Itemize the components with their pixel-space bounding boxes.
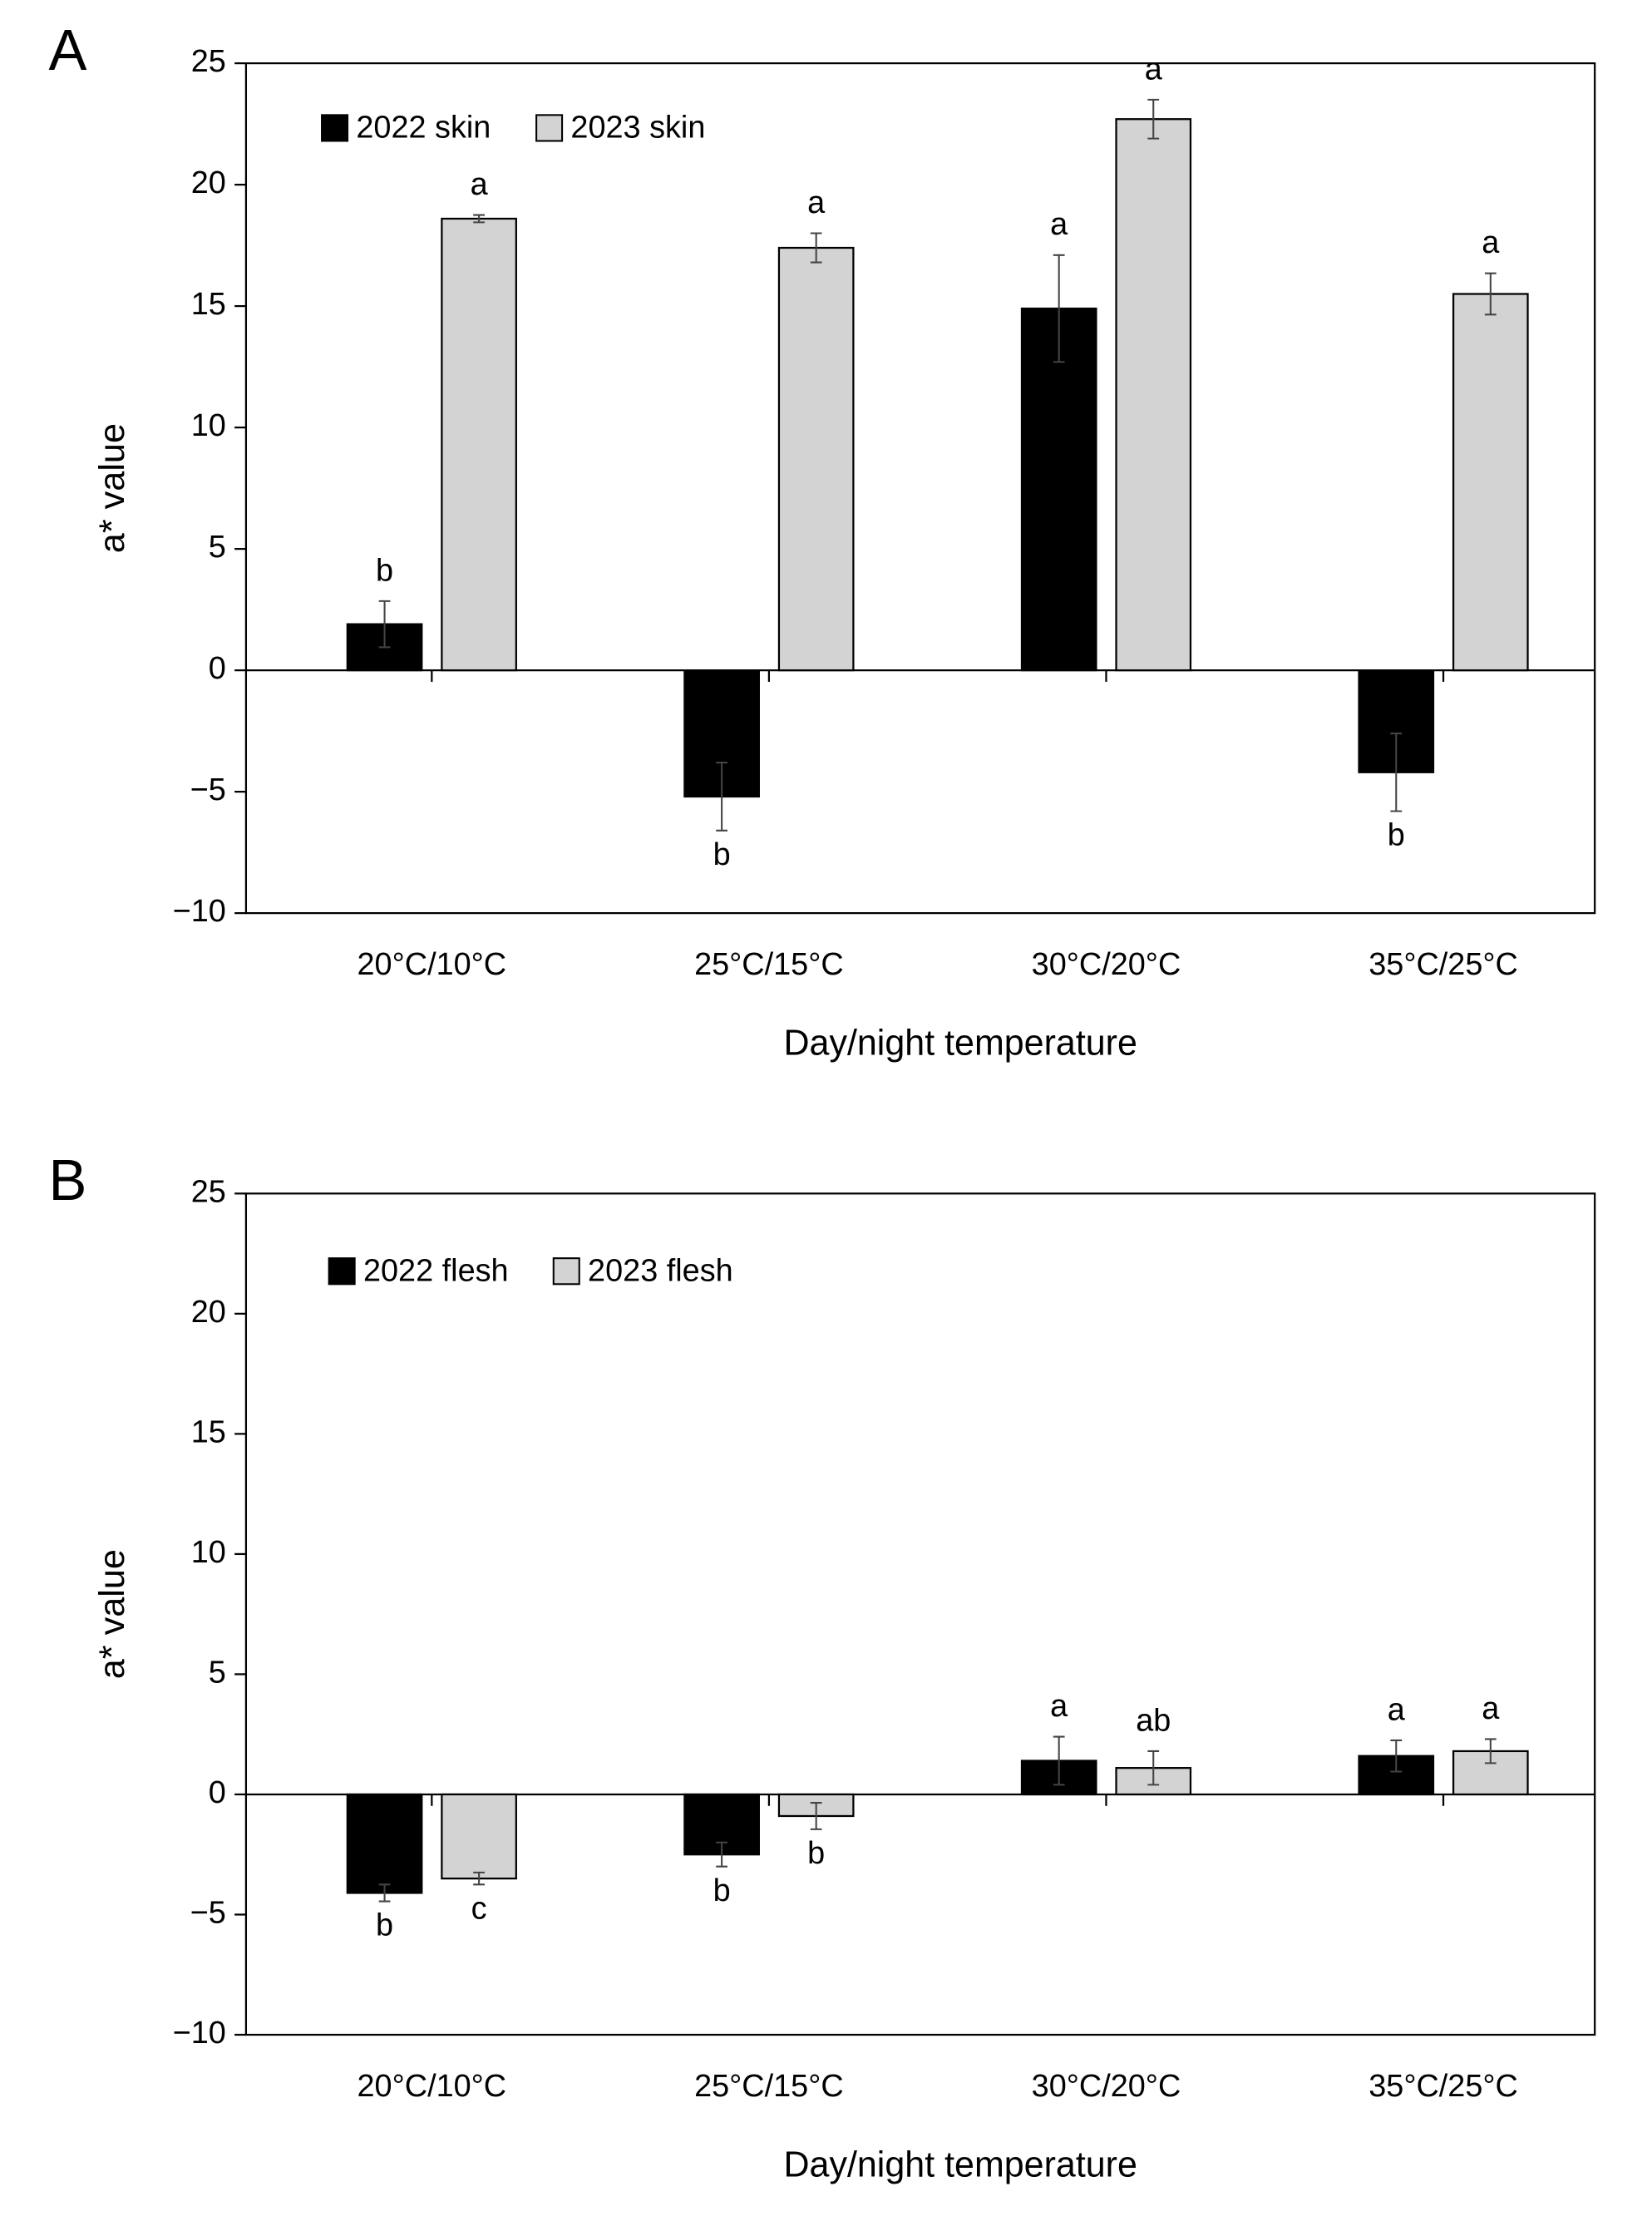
y-tick-label: −10 <box>173 2016 226 2051</box>
x-tick-label: 20°C/10°C <box>358 947 507 982</box>
legend-label: 2023 flesh <box>588 1253 733 1288</box>
error-bar <box>716 762 728 832</box>
error-bar <box>473 1871 485 1886</box>
error-bar <box>1053 254 1065 363</box>
legend-label: 2023 skin <box>570 111 705 146</box>
error-bar <box>1390 732 1403 812</box>
x-axis-label: Day/night temperature <box>784 1024 1137 1064</box>
panel-label: B <box>48 1148 86 1212</box>
error-bar <box>378 1883 391 1903</box>
y-tick-label: 0 <box>209 1775 226 1810</box>
y-axis-label: a* value <box>92 423 132 553</box>
y-tick-label: 25 <box>191 44 226 79</box>
error-bar <box>1147 98 1160 140</box>
significance-letter: a <box>1388 1692 1406 1727</box>
x-tick-label: 35°C/25°C <box>1368 2069 1518 2104</box>
x-tick-label: 25°C/15°C <box>694 2069 844 2104</box>
y-tick-label: 15 <box>191 1414 226 1449</box>
error-bar <box>716 1841 728 1868</box>
significance-letter: b <box>713 1873 731 1908</box>
legend-swatch <box>328 1257 356 1286</box>
x-tick-label: 25°C/15°C <box>694 947 844 982</box>
error-bar <box>1390 1739 1403 1773</box>
significance-letter: b <box>376 553 393 588</box>
bar <box>441 1793 517 1880</box>
plot-frame <box>244 62 1596 915</box>
y-tick-label: 0 <box>209 651 226 686</box>
panel-label: A <box>48 18 86 82</box>
error-bar <box>1484 1738 1497 1765</box>
y-tick-label: −5 <box>190 1895 226 1930</box>
y-tick-label: 25 <box>191 1174 226 1209</box>
significance-letter: ab <box>1136 1703 1171 1738</box>
error-bar <box>1053 1735 1065 1786</box>
y-tick-label: 20 <box>191 165 226 200</box>
x-axis-label: Day/night temperature <box>784 2145 1137 2184</box>
x-tick-label: 30°C/20°C <box>1032 2069 1181 2104</box>
error-bar <box>1147 1750 1160 1786</box>
error-bar <box>473 214 485 224</box>
y-tick-label: 10 <box>191 1535 226 1570</box>
legend-swatch <box>321 114 349 142</box>
y-tick-label: 5 <box>209 530 226 565</box>
error-bar <box>810 232 822 264</box>
significance-letter: b <box>807 1836 825 1871</box>
significance-letter: a <box>471 167 489 202</box>
bar <box>441 217 517 672</box>
significance-letter: b <box>713 837 731 872</box>
y-tick-label: 15 <box>191 287 226 322</box>
significance-letter: b <box>1388 818 1405 853</box>
significance-letter: a <box>1482 1691 1500 1726</box>
legend-swatch <box>535 114 564 142</box>
bar <box>1020 307 1097 672</box>
legend-label: 2022 skin <box>356 111 491 146</box>
significance-letter: a <box>807 185 826 220</box>
legend-label: 2022 flesh <box>363 1253 509 1288</box>
error-bar <box>378 600 391 649</box>
bar <box>1115 118 1192 672</box>
plot-frame <box>244 1192 1596 2036</box>
y-tick-label: 20 <box>191 1295 226 1330</box>
y-tick-label: −5 <box>190 772 226 807</box>
significance-letter: b <box>376 1908 393 1943</box>
significance-letter: a <box>1050 1689 1068 1724</box>
significance-letter: c <box>471 1891 487 1926</box>
bar <box>777 246 855 672</box>
x-tick-label: 30°C/20°C <box>1032 947 1181 982</box>
bar <box>346 1793 423 1894</box>
significance-letter: a <box>1482 225 1500 260</box>
y-axis-label: a* value <box>92 1549 132 1679</box>
bar <box>1452 293 1529 672</box>
y-tick-label: 5 <box>209 1655 226 1690</box>
significance-letter: a <box>1050 207 1068 242</box>
x-tick-label: 35°C/25°C <box>1368 947 1518 982</box>
significance-letter: a <box>1145 52 1163 86</box>
y-tick-label: −10 <box>173 894 226 929</box>
error-bar <box>1484 272 1497 316</box>
y-tick-label: 10 <box>191 408 226 443</box>
x-tick-label: 20°C/10°C <box>358 2069 507 2104</box>
error-bar <box>810 1802 822 1830</box>
legend-swatch <box>552 1257 580 1286</box>
